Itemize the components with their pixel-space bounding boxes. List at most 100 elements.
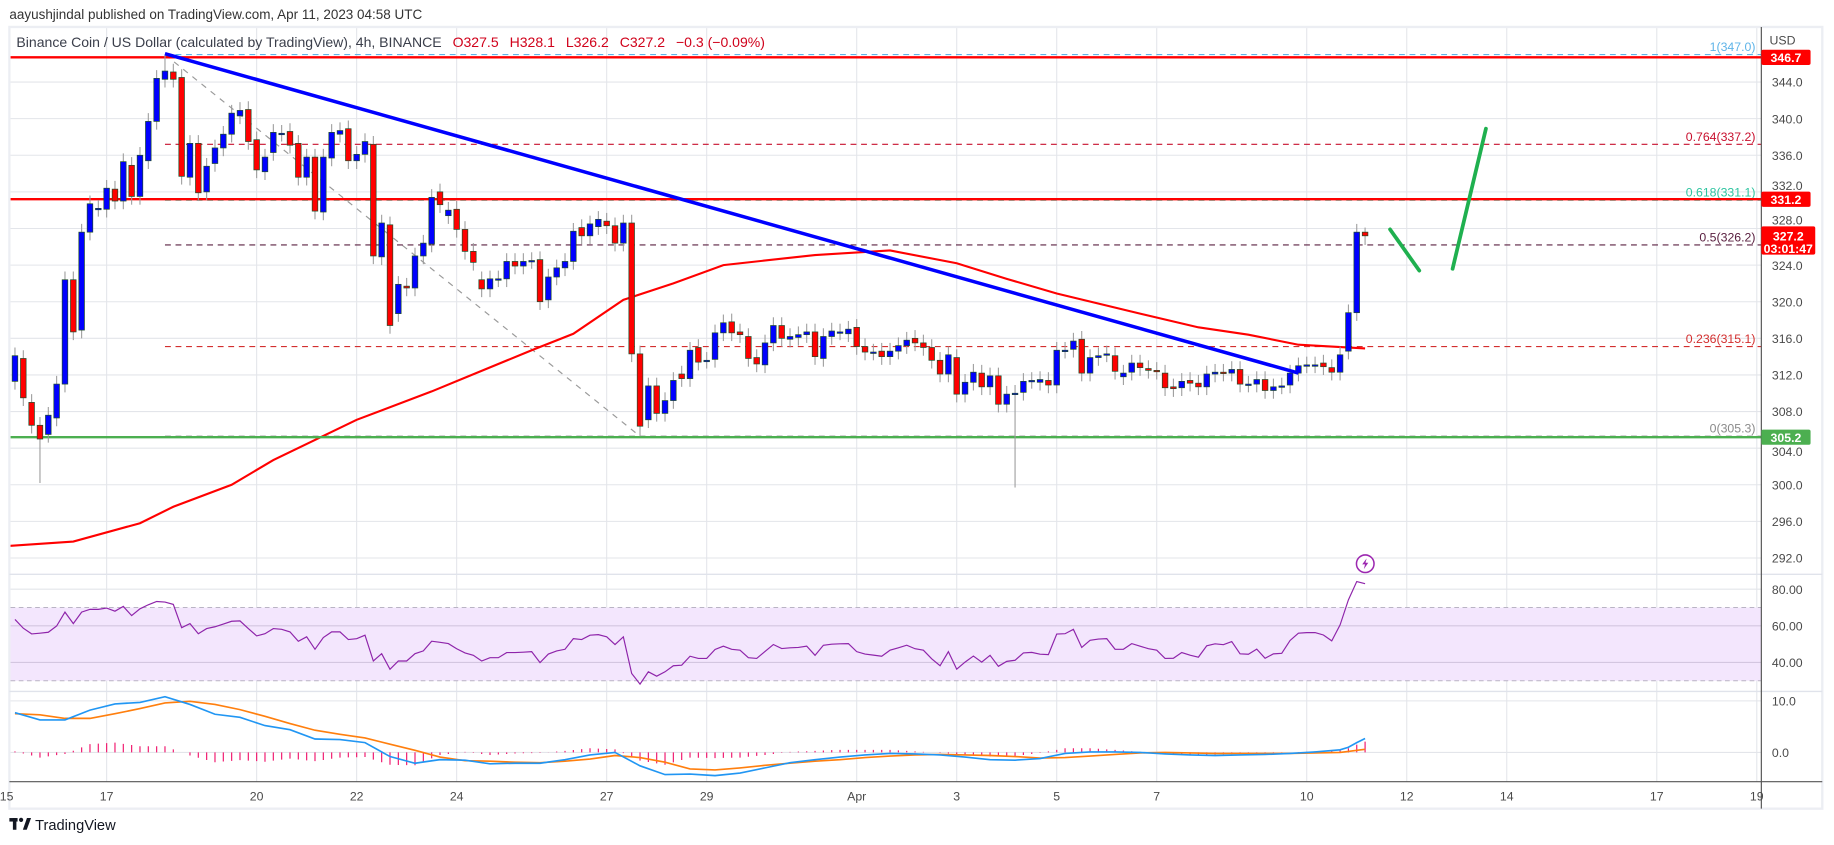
- candle[interactable]: [970, 363, 977, 391]
- candle[interactable]: [545, 268, 552, 309]
- candle[interactable]: [745, 328, 752, 367]
- candle[interactable]: [78, 223, 85, 339]
- candle[interactable]: [1078, 331, 1085, 382]
- candle[interactable]: [978, 364, 985, 396]
- candle[interactable]: [28, 394, 35, 434]
- candle[interactable]: [953, 349, 960, 403]
- candle[interactable]: [370, 136, 377, 265]
- candle[interactable]: [770, 317, 777, 352]
- candle[interactable]: [1145, 360, 1152, 379]
- candle[interactable]: [20, 350, 27, 407]
- candle[interactable]: [203, 158, 210, 201]
- candle[interactable]: [1103, 345, 1110, 363]
- candle[interactable]: [403, 277, 410, 297]
- candle[interactable]: [1195, 374, 1202, 396]
- candle[interactable]: [820, 328, 827, 367]
- candle[interactable]: [86, 195, 94, 241]
- candle[interactable]: [95, 200, 102, 217]
- candle[interactable]: [1270, 378, 1277, 399]
- candle[interactable]: [295, 135, 302, 186]
- candle[interactable]: [153, 70, 160, 130]
- candle[interactable]: [1328, 359, 1335, 381]
- candle[interactable]: [603, 212, 610, 234]
- candle[interactable]: [845, 320, 852, 342]
- candle[interactable]: [1003, 385, 1010, 413]
- candle[interactable]: [678, 365, 685, 387]
- candle[interactable]: [686, 341, 694, 387]
- candle[interactable]: [628, 214, 635, 363]
- axis-labels[interactable]: 15 17 20 22 24 27 29 Apr 3 5 7 10 12 14 17 19 292.0 296.0…: [0, 76, 1803, 804]
- candle[interactable]: [270, 124, 277, 161]
- candle[interactable]: [995, 367, 1002, 413]
- candle[interactable]: [1128, 354, 1135, 381]
- candle[interactable]: [536, 251, 544, 310]
- candle[interactable]: [811, 323, 819, 365]
- candle[interactable]: [861, 338, 869, 361]
- candle[interactable]: [795, 326, 802, 346]
- candle[interactable]: [70, 271, 77, 341]
- candle[interactable]: [1211, 363, 1219, 383]
- candle[interactable]: [695, 339, 702, 371]
- candle[interactable]: [436, 183, 444, 213]
- candle[interactable]: [395, 276, 402, 322]
- candle[interactable]: [611, 217, 619, 252]
- candle[interactable]: [478, 271, 485, 298]
- candle[interactable]: [878, 342, 885, 365]
- candle[interactable]: [853, 319, 860, 355]
- candle[interactable]: [345, 120, 352, 169]
- candle[interactable]: [120, 153, 127, 210]
- candle[interactable]: [245, 101, 252, 150]
- candle[interactable]: [1236, 361, 1244, 393]
- candle[interactable]: [1245, 375, 1252, 393]
- bearish-trendline[interactable]: [164, 51, 1299, 375]
- candle[interactable]: [1111, 347, 1119, 380]
- candle[interactable]: [386, 216, 394, 334]
- candle[interactable]: [486, 270, 494, 298]
- tradingview-logo[interactable]: TradingView: [9, 818, 116, 834]
- candle[interactable]: [1178, 373, 1185, 396]
- projection-path-line[interactable]: [1450, 126, 1488, 271]
- candle[interactable]: [870, 343, 877, 361]
- candle[interactable]: [886, 342, 894, 365]
- candle[interactable]: [128, 157, 135, 205]
- candle[interactable]: [36, 417, 44, 483]
- candle[interactable]: [595, 211, 602, 235]
- candle[interactable]: [778, 317, 785, 347]
- candle[interactable]: [1203, 365, 1210, 396]
- candle[interactable]: [586, 215, 594, 245]
- candle[interactable]: [53, 375, 60, 427]
- candle[interactable]: [786, 328, 794, 348]
- candle[interactable]: [1261, 371, 1269, 399]
- projection-path-line[interactable]: [1388, 227, 1422, 273]
- candle[interactable]: [303, 148, 310, 186]
- candle[interactable]: [1220, 363, 1227, 382]
- candle[interactable]: [220, 125, 227, 157]
- candle[interactable]: [1170, 378, 1177, 397]
- candle[interactable]: [636, 345, 644, 437]
- candle[interactable]: [911, 330, 919, 352]
- candle[interactable]: [578, 219, 585, 245]
- candle[interactable]: [828, 322, 835, 345]
- candle[interactable]: [653, 377, 660, 422]
- candle[interactable]: [928, 339, 935, 369]
- lightning-event-icon[interactable]: [1355, 554, 1375, 574]
- candle[interactable]: [620, 214, 627, 252]
- candle[interactable]: [645, 377, 652, 429]
- candle[interactable]: [278, 125, 285, 142]
- candle[interactable]: [720, 314, 727, 342]
- candle[interactable]: [161, 54, 169, 88]
- candle[interactable]: [703, 352, 710, 369]
- candle[interactable]: [1336, 346, 1344, 381]
- candle[interactable]: [170, 63, 177, 88]
- candle[interactable]: [903, 331, 910, 354]
- candle[interactable]: [253, 131, 260, 179]
- candle[interactable]: [1253, 371, 1260, 393]
- candle[interactable]: [411, 247, 419, 297]
- candle[interactable]: [145, 113, 152, 169]
- candle[interactable]: [445, 201, 452, 224]
- candle[interactable]: [111, 180, 119, 210]
- candle[interactable]: [1011, 385, 1019, 488]
- candle[interactable]: [1153, 362, 1160, 380]
- candle[interactable]: [945, 346, 952, 383]
- candle[interactable]: [753, 349, 760, 373]
